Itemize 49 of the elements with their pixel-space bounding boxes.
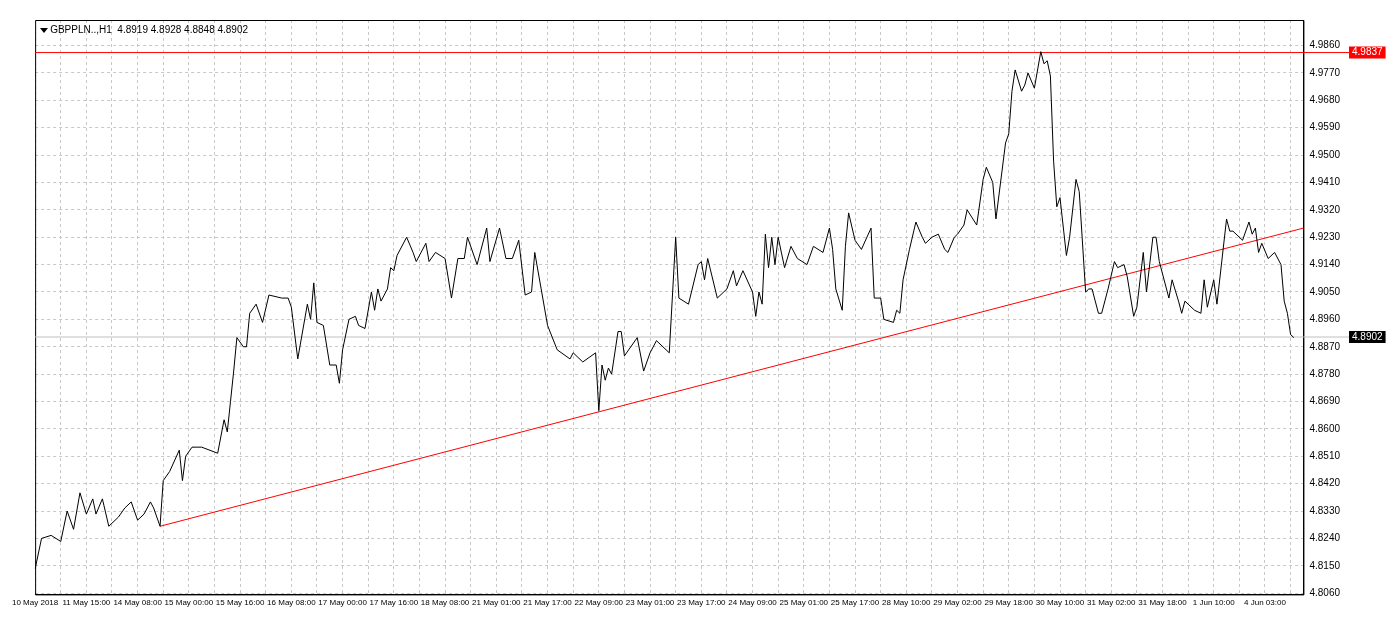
x-tick-label: 30 May 10:00 xyxy=(1035,598,1085,608)
y-tick-label: 4.8960 xyxy=(1309,313,1341,325)
x-tick-label: 23 May 01:00 xyxy=(625,598,675,608)
y-tick-label: 4.9500 xyxy=(1309,148,1341,160)
x-tick-label: 25 May 01:00 xyxy=(779,598,829,608)
x-tick-label: 15 May 00:00 xyxy=(164,598,214,608)
x-tick-label: 16 May 08:00 xyxy=(267,598,317,608)
y-tick-label: 4.8600 xyxy=(1309,422,1341,434)
x-tick-label: 14 May 08:00 xyxy=(113,598,163,608)
x-tick-label: 1 Jun 10:00 xyxy=(1192,598,1236,608)
y-tick-label: 4.9860 xyxy=(1309,39,1341,51)
x-tick-label: 31 May 02:00 xyxy=(1087,598,1137,608)
y-tick-label: 4.8690 xyxy=(1309,395,1341,407)
x-tick-label: 4 Jun 03:00 xyxy=(1244,598,1287,608)
y-tick-label: 4.8780 xyxy=(1309,367,1341,379)
y-tick-label: 4.9320 xyxy=(1309,203,1341,215)
y-tick-label: 4.9680 xyxy=(1309,94,1341,106)
y-tick-label: 4.8150 xyxy=(1309,559,1341,571)
x-tick-label: 17 May 00:00 xyxy=(318,598,368,608)
x-tick-label: 25 May 17:00 xyxy=(830,598,880,608)
x-tick-label: 17 May 16:00 xyxy=(369,598,419,608)
y-tick-label: 4.8060 xyxy=(1309,586,1341,598)
y-tick-label: 4.8330 xyxy=(1309,504,1341,516)
x-tick-label: 15 May 16:00 xyxy=(215,598,265,608)
x-tick-label: 21 May 17:00 xyxy=(523,598,573,608)
y-tick-label: 4.9770 xyxy=(1309,66,1341,78)
y-tick-label: 4.8510 xyxy=(1309,450,1341,462)
y-tick-label: 4.9140 xyxy=(1309,258,1341,270)
y-tick-label: 4.8420 xyxy=(1309,477,1341,489)
x-tick-label: 29 May 02:00 xyxy=(933,598,983,608)
x-tick-label: 31 May 18:00 xyxy=(1138,598,1188,608)
x-tick-label: 22 May 09:00 xyxy=(574,598,624,608)
y-tick-label: 4.9230 xyxy=(1309,230,1341,242)
x-tick-label: 28 May 10:00 xyxy=(882,598,932,608)
chart-title: GBPPLN..,H1 4.8919 4.8928 4.8848 4.8902 xyxy=(50,23,249,35)
ref-line-label: 4.9837 xyxy=(1352,46,1384,58)
x-tick-label: 29 May 18:00 xyxy=(984,598,1034,608)
x-tick-label: 24 May 09:00 xyxy=(728,598,778,608)
x-tick-label: 18 May 08:00 xyxy=(420,598,470,608)
y-tick-label: 4.9590 xyxy=(1309,121,1341,133)
y-tick-label: 4.8240 xyxy=(1309,532,1341,544)
ref-line-label: 4.8902 xyxy=(1352,330,1384,342)
x-tick-label: 23 May 17:00 xyxy=(677,598,727,608)
x-tick-label: 21 May 01:00 xyxy=(472,598,522,608)
x-tick-label: 11 May 15:00 xyxy=(62,598,111,608)
x-tick-label: 10 May 2018 xyxy=(11,598,59,608)
y-tick-label: 4.8870 xyxy=(1309,340,1341,352)
y-tick-label: 4.9410 xyxy=(1309,176,1341,188)
y-tick-label: 4.9050 xyxy=(1309,285,1341,297)
